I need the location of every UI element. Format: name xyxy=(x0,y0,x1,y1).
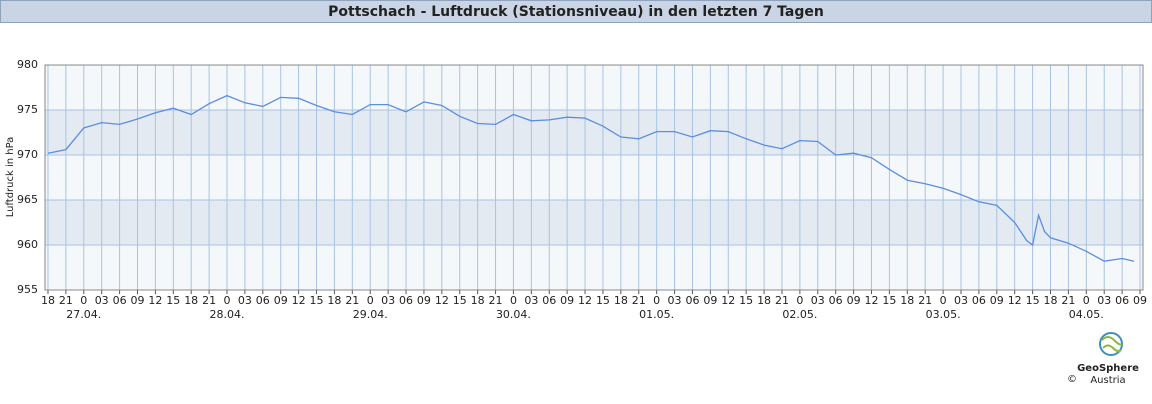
x-tick-label: 18 xyxy=(471,294,485,307)
x-tick-label: 15 xyxy=(1026,294,1040,307)
x-tick-label: 18 xyxy=(1044,294,1058,307)
x-tick-label: 21 xyxy=(918,294,932,307)
x-tick-label: 03 xyxy=(381,294,395,307)
x-tick-label: 12 xyxy=(1008,294,1022,307)
x-tick-label: 21 xyxy=(1061,294,1075,307)
date-label: 01.05. xyxy=(639,308,674,321)
date-label: 02.05. xyxy=(782,308,817,321)
y-tick-label: 975 xyxy=(17,103,38,116)
x-tick-label: 12 xyxy=(292,294,306,307)
x-tick-label: 06 xyxy=(685,294,699,307)
x-tick-label: 06 xyxy=(399,294,413,307)
x-tick-label: 09 xyxy=(274,294,288,307)
x-tick-label: 21 xyxy=(202,294,216,307)
x-tick-label: 15 xyxy=(596,294,610,307)
x-tick-label: 12 xyxy=(578,294,592,307)
x-tick-label: 0 xyxy=(940,294,947,307)
x-tick-label: 09 xyxy=(130,294,144,307)
x-tick-label: 03 xyxy=(1097,294,1111,307)
x-tick-label: 0 xyxy=(796,294,803,307)
logo-icon xyxy=(1101,336,1123,353)
x-tick-label: 18 xyxy=(757,294,771,307)
band xyxy=(45,200,1143,245)
logo-sub: Austria xyxy=(1090,375,1125,386)
x-tick-label: 0 xyxy=(367,294,374,307)
x-tick-label: 21 xyxy=(59,294,73,307)
x-tick-label: 06 xyxy=(972,294,986,307)
y-axis-title: Luftdruck in hPa xyxy=(5,137,16,218)
x-tick-label: 09 xyxy=(703,294,717,307)
y-tick-label: 965 xyxy=(17,193,38,206)
y-tick-label: 960 xyxy=(17,238,38,251)
x-tick-label: 03 xyxy=(668,294,682,307)
x-tick-label: 0 xyxy=(510,294,517,307)
y-tick-label: 955 xyxy=(17,283,38,296)
x-tick-label: 21 xyxy=(345,294,359,307)
x-tick-label: 12 xyxy=(721,294,735,307)
x-tick-label: 18 xyxy=(900,294,914,307)
x-tick-label: 06 xyxy=(829,294,843,307)
x-tick-label: 12 xyxy=(435,294,449,307)
band xyxy=(45,155,1143,200)
x-tick-label: 03 xyxy=(238,294,252,307)
y-tick-label: 980 xyxy=(17,58,38,71)
x-tick-label: 0 xyxy=(80,294,87,307)
x-tick-label: 18 xyxy=(41,294,55,307)
x-tick-label: 09 xyxy=(417,294,431,307)
chart-title: Pottschach - Luftdruck (Stationsniveau) … xyxy=(328,4,824,20)
logo-name: GeoSphere xyxy=(1077,363,1139,374)
x-tick-label: 09 xyxy=(1133,294,1147,307)
data-line xyxy=(47,94,1135,262)
date-label: 03.05. xyxy=(926,308,961,321)
date-label: 04.05. xyxy=(1069,308,1104,321)
x-tick-label: 06 xyxy=(113,294,127,307)
date-label: 28.04. xyxy=(210,308,245,321)
x-tick-label: 18 xyxy=(184,294,198,307)
x-tick-label: 09 xyxy=(847,294,861,307)
x-tick-label: 15 xyxy=(166,294,180,307)
x-tick-label: 03 xyxy=(95,294,109,307)
x-tick-label: 06 xyxy=(256,294,270,307)
x-tick-label: 03 xyxy=(524,294,538,307)
x-tick-label: 21 xyxy=(489,294,503,307)
x-tick-label: 15 xyxy=(453,294,467,307)
date-label: 30.04. xyxy=(496,308,531,321)
copyright: © xyxy=(1067,374,1077,385)
band xyxy=(45,110,1143,155)
x-tick-label: 03 xyxy=(811,294,825,307)
logo: GeoSphere © Austria xyxy=(1067,332,1139,386)
x-tick-label: 12 xyxy=(864,294,878,307)
x-tick-label: 03 xyxy=(954,294,968,307)
x-tick-label: 0 xyxy=(1083,294,1090,307)
x-tick-label: 21 xyxy=(775,294,789,307)
band xyxy=(45,245,1143,290)
x-tick-label: 18 xyxy=(614,294,628,307)
x-tick-label: 06 xyxy=(542,294,556,307)
x-tick-label: 12 xyxy=(148,294,162,307)
x-tick-label: 15 xyxy=(310,294,324,307)
x-tick-label: 21 xyxy=(632,294,646,307)
x-tick-label: 0 xyxy=(224,294,231,307)
x-tick-label: 15 xyxy=(739,294,753,307)
band xyxy=(45,65,1143,110)
y-tick-label: 970 xyxy=(17,148,38,161)
x-tick-label: 0 xyxy=(653,294,660,307)
x-tick-label: 09 xyxy=(560,294,574,307)
x-tick-label: 06 xyxy=(1115,294,1129,307)
x-tick-label: 18 xyxy=(327,294,341,307)
x-tick-label: 09 xyxy=(990,294,1004,307)
x-tick-label: 15 xyxy=(882,294,896,307)
date-label: 27.04. xyxy=(66,308,101,321)
date-label: 29.04. xyxy=(353,308,388,321)
plot-frame xyxy=(44,64,1144,291)
